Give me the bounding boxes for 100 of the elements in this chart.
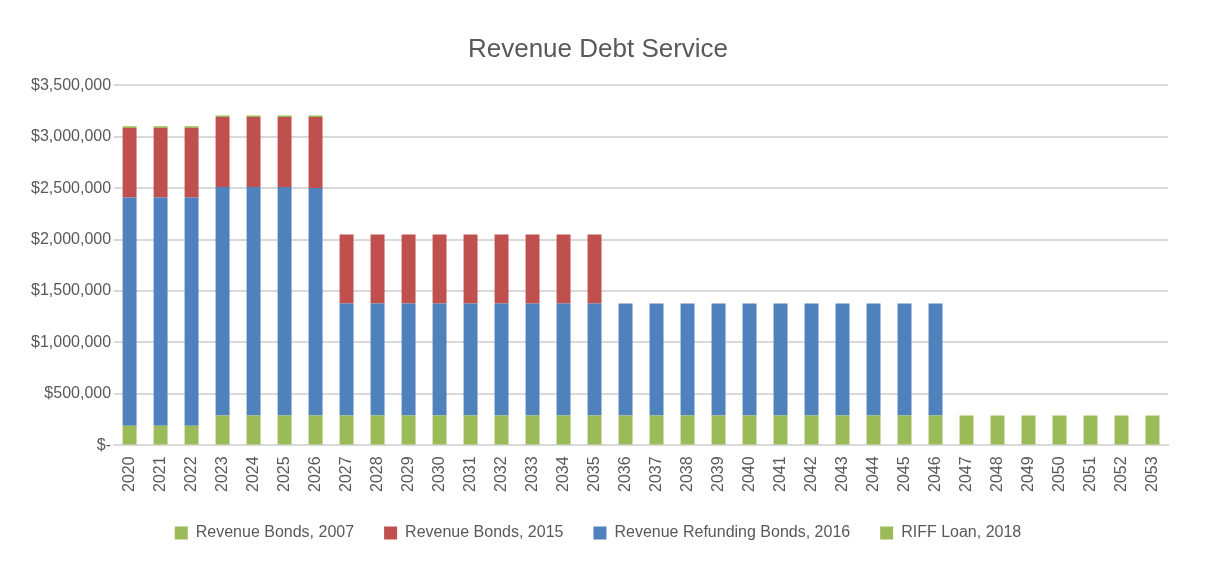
bar [711, 303, 726, 416]
x-tick-label: 2038 [677, 456, 695, 492]
x-tick-label: 2032 [491, 456, 509, 492]
x-tick-label: 2028 [367, 456, 385, 492]
x-tick-label: 2040 [739, 456, 757, 492]
x-tick-label: 2042 [801, 456, 819, 492]
bar [153, 127, 168, 198]
bar [277, 415, 292, 445]
bar [618, 415, 633, 445]
x-tick-label: 2044 [863, 456, 881, 492]
x-tick-label: 2029 [398, 456, 416, 492]
x-tick-label: 2026 [305, 456, 323, 492]
bar [184, 197, 199, 426]
bar [556, 415, 571, 445]
bar [1114, 415, 1129, 445]
bar [742, 303, 757, 416]
y-tick-label: $1,500,000 [31, 281, 112, 299]
bar [587, 303, 602, 416]
bar [494, 415, 509, 445]
bar [680, 415, 695, 445]
bar [494, 234, 509, 304]
x-tick-label: 2022 [181, 456, 199, 492]
bar [866, 303, 881, 416]
legend-label: RIFF Loan, 2018 [901, 523, 1022, 541]
bar [370, 415, 385, 445]
bar [773, 303, 788, 416]
bar [246, 415, 261, 445]
bar [928, 303, 943, 416]
bar [649, 415, 664, 445]
y-tick-label: $3,000,000 [31, 127, 112, 145]
y-tick-label: $500,000 [44, 384, 112, 402]
bar [1083, 415, 1098, 445]
x-tick-label: 2035 [584, 456, 602, 492]
bar [401, 234, 416, 304]
x-tick-label: 2046 [925, 456, 943, 492]
bar [277, 187, 292, 416]
bar [308, 415, 323, 445]
bar [525, 234, 540, 304]
bar [370, 303, 385, 416]
bar [711, 415, 726, 445]
x-tick-label: 2031 [460, 456, 478, 492]
bar [587, 415, 602, 445]
bar [215, 187, 230, 416]
bar [804, 303, 819, 416]
bar [773, 415, 788, 445]
bar [308, 188, 323, 416]
bar [153, 197, 168, 426]
x-tick-label: 2023 [212, 456, 230, 492]
x-tick-label: 2053 [1142, 456, 1160, 492]
bar [184, 425, 199, 445]
x-tick-label: 2027 [336, 456, 354, 492]
x-tick-label: 2052 [1111, 456, 1129, 492]
x-tick-label: 2033 [522, 456, 540, 492]
x-tick-label: 2045 [894, 456, 912, 492]
bar [587, 234, 602, 304]
bar [339, 303, 354, 416]
bar [122, 197, 137, 426]
bar [897, 415, 912, 445]
bar [525, 303, 540, 416]
x-tick-label: 2021 [150, 456, 168, 492]
bar [866, 415, 881, 445]
legend-label: Revenue Bonds, 2015 [405, 523, 564, 541]
x-tick-label: 2048 [987, 456, 1005, 492]
x-tick-label: 2049 [1018, 456, 1036, 492]
x-tick-label: 2041 [770, 456, 788, 492]
x-tick-label: 2039 [708, 456, 726, 492]
x-tick-label: 2036 [615, 456, 633, 492]
chart-title: Revenue Debt Service [467, 32, 729, 63]
bar [184, 127, 199, 198]
x-tick-label: 2024 [243, 456, 261, 492]
x-tick-label: 2043 [832, 456, 850, 492]
x-tick-label: 2047 [956, 456, 974, 492]
bar [928, 415, 943, 445]
bar [835, 303, 850, 416]
bar [1145, 415, 1160, 445]
x-tick-label: 2034 [553, 456, 571, 492]
y-tick-label: $1,000,000 [31, 332, 112, 350]
bar [556, 303, 571, 416]
bar [494, 303, 509, 416]
bar [432, 415, 447, 445]
y-tick-label: $2,000,000 [31, 229, 112, 247]
x-tick-label: 2030 [429, 456, 447, 492]
bar [432, 234, 447, 304]
y-tick-label: $3,500,000 [31, 75, 112, 93]
bar [649, 303, 664, 416]
bar [215, 415, 230, 445]
y-tick-label: $- [96, 435, 112, 453]
bar [959, 415, 974, 445]
bar [432, 303, 447, 416]
x-tick-label: 2037 [646, 456, 664, 492]
x-tick-label: 2025 [274, 456, 292, 492]
legend-label: Revenue Refunding Bonds, 2016 [614, 523, 851, 541]
bar [804, 415, 819, 445]
x-tick-label: 2051 [1080, 456, 1098, 492]
bar [463, 415, 478, 445]
bar [401, 303, 416, 416]
bar [308, 117, 323, 189]
bar [370, 234, 385, 304]
y-tick-label: $2,500,000 [31, 178, 112, 196]
bar [556, 234, 571, 304]
